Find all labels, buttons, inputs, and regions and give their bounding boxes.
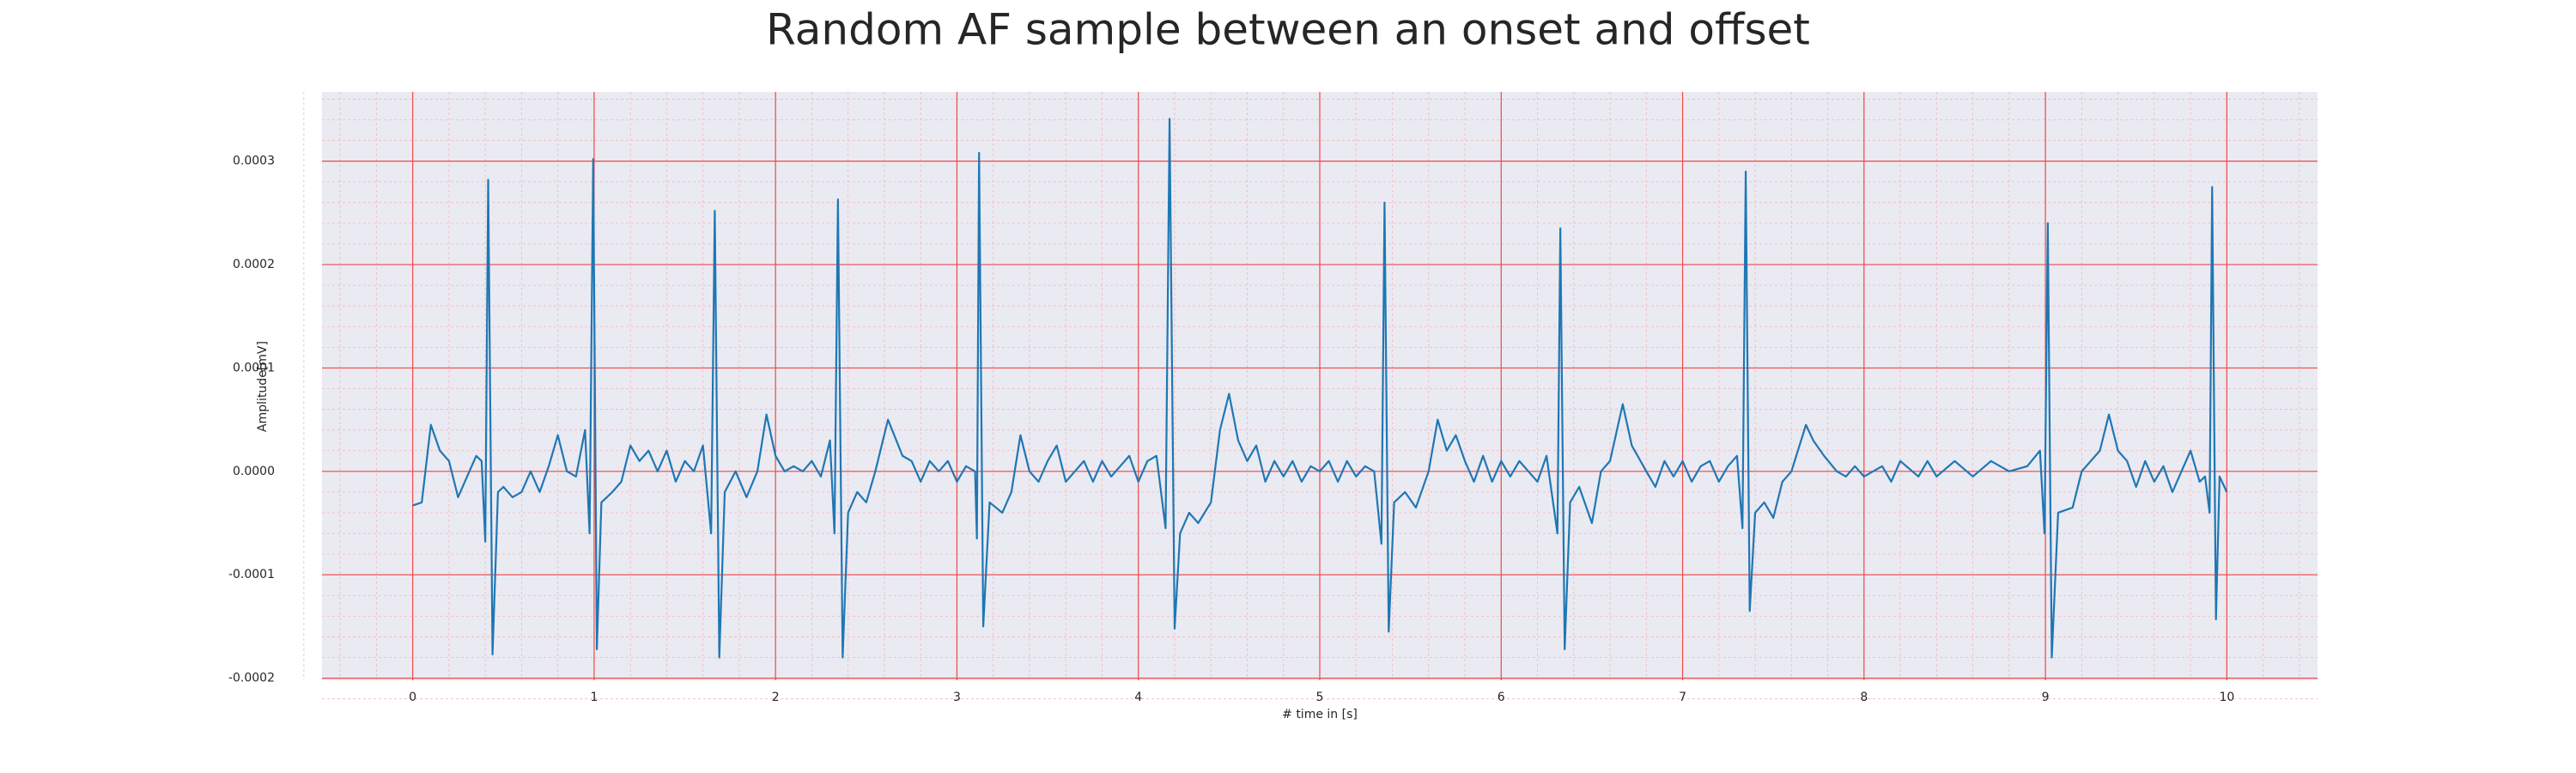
x-tick-label: 6 (1498, 691, 1505, 704)
signal-line (412, 118, 2228, 659)
y-tick-label: 0.0003 (233, 155, 275, 168)
y-tick-label: 0.0001 (233, 361, 275, 374)
y-tick-label: -0.0002 (228, 672, 275, 685)
x-tick-label: 1 (590, 691, 598, 704)
x-tick-label: 3 (953, 691, 961, 704)
y-axis-label: Amplitude[mV] (256, 341, 270, 432)
x-tick-label: 0 (409, 691, 416, 704)
y-tick-label: -0.0001 (228, 568, 275, 581)
x-tick-label: 4 (1134, 691, 1142, 704)
y-tick-label: 0.0000 (233, 465, 275, 478)
x-tick-label: 8 (1860, 691, 1868, 704)
chart-title: Random AF sample between an onset and of… (766, 5, 1810, 55)
x-axis-label: # time in [s] (1282, 708, 1358, 721)
x-tick-label: 9 (2042, 691, 2050, 704)
x-tick-label: 10 (2219, 691, 2234, 704)
x-tick-label: 2 (772, 691, 780, 704)
x-tick-label: 5 (1316, 691, 1324, 704)
x-tick-label: 7 (1679, 691, 1686, 704)
y-tick-label: 0.0002 (233, 258, 275, 271)
